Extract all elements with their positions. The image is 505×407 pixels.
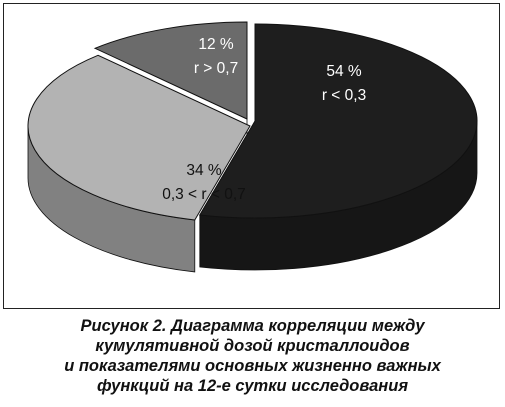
pie-labels: 54 % r < 0,3 34 % 0,3 < r < 0,7 12 % r > 0,7 <box>162 36 366 203</box>
slice-range-label-1: 0,3 < r < 0,7 <box>162 186 246 203</box>
slice-percent-label-0: 54 % <box>326 63 362 80</box>
figure-caption: Рисунок 2. Диаграмма корреляции между ку… <box>0 316 505 396</box>
pie-slice-1 <box>27 54 251 221</box>
chart-frame: 54 % r < 0,3 34 % 0,3 < r < 0,7 12 % r > 0,7 <box>3 3 500 309</box>
pie-chart: 54 % r < 0,3 34 % 0,3 < r < 0,7 12 % r > 0,7 <box>27 21 478 273</box>
slice-percent-label-1: 34 % <box>186 162 222 179</box>
slice-range-label-2: r > 0,7 <box>194 60 238 77</box>
caption-line-3: и показателями основных жизненно важных <box>64 357 441 375</box>
slice-percent-label-2: 12 % <box>198 36 234 53</box>
caption-line-1: Рисунок 2. Диаграмма корреляции между <box>80 317 425 335</box>
caption-line-2: кумулятивной дозой кристаллоидов <box>95 337 410 355</box>
slice-range-label-0: r < 0,3 <box>322 87 366 104</box>
caption-line-4: функций на 12-е сутки исследования <box>96 377 409 395</box>
pie-slice-0 <box>198 23 478 219</box>
pie-slice-2 <box>93 21 248 120</box>
pie-tops <box>27 21 478 221</box>
